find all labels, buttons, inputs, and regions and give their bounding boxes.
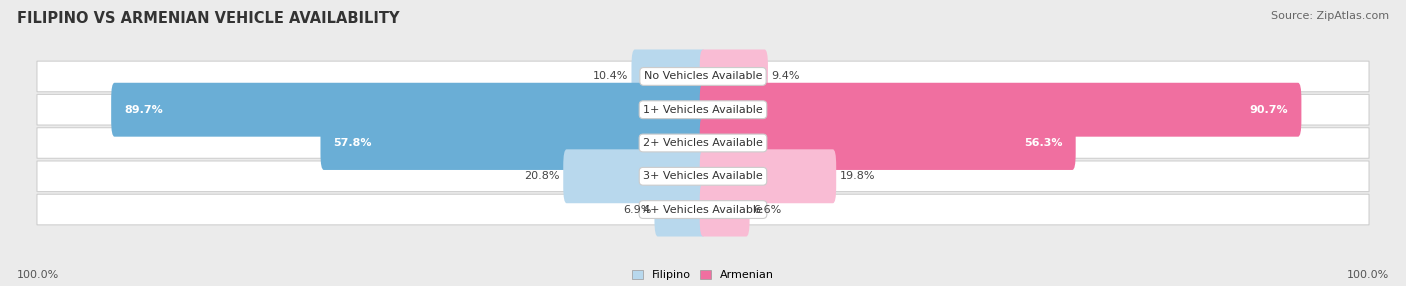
- FancyBboxPatch shape: [564, 149, 706, 203]
- Text: 6.9%: 6.9%: [623, 204, 651, 214]
- FancyBboxPatch shape: [700, 49, 768, 104]
- Text: 20.8%: 20.8%: [524, 171, 560, 181]
- Text: 2+ Vehicles Available: 2+ Vehicles Available: [643, 138, 763, 148]
- Text: 6.6%: 6.6%: [752, 204, 782, 214]
- Text: Source: ZipAtlas.com: Source: ZipAtlas.com: [1271, 11, 1389, 21]
- Text: 4+ Vehicles Available: 4+ Vehicles Available: [643, 204, 763, 214]
- FancyBboxPatch shape: [37, 194, 1369, 225]
- Text: 100.0%: 100.0%: [1347, 270, 1389, 280]
- FancyBboxPatch shape: [631, 49, 706, 104]
- Text: 3+ Vehicles Available: 3+ Vehicles Available: [643, 171, 763, 181]
- FancyBboxPatch shape: [111, 83, 706, 137]
- FancyBboxPatch shape: [37, 94, 1369, 125]
- Text: 56.3%: 56.3%: [1024, 138, 1063, 148]
- FancyBboxPatch shape: [37, 161, 1369, 192]
- FancyBboxPatch shape: [700, 116, 1076, 170]
- Text: 100.0%: 100.0%: [17, 270, 59, 280]
- Text: 10.4%: 10.4%: [593, 72, 628, 82]
- FancyBboxPatch shape: [700, 83, 1302, 137]
- Text: FILIPINO VS ARMENIAN VEHICLE AVAILABILITY: FILIPINO VS ARMENIAN VEHICLE AVAILABILIT…: [17, 11, 399, 26]
- FancyBboxPatch shape: [700, 149, 837, 203]
- Text: 57.8%: 57.8%: [333, 138, 373, 148]
- FancyBboxPatch shape: [37, 128, 1369, 158]
- Text: 19.8%: 19.8%: [839, 171, 875, 181]
- FancyBboxPatch shape: [654, 182, 706, 237]
- Text: 9.4%: 9.4%: [772, 72, 800, 82]
- FancyBboxPatch shape: [700, 182, 749, 237]
- Legend: Filipino, Armenian: Filipino, Armenian: [633, 270, 773, 280]
- FancyBboxPatch shape: [37, 61, 1369, 92]
- Text: 89.7%: 89.7%: [124, 105, 163, 115]
- Text: 90.7%: 90.7%: [1250, 105, 1288, 115]
- Text: 1+ Vehicles Available: 1+ Vehicles Available: [643, 105, 763, 115]
- Text: No Vehicles Available: No Vehicles Available: [644, 72, 762, 82]
- FancyBboxPatch shape: [321, 116, 706, 170]
